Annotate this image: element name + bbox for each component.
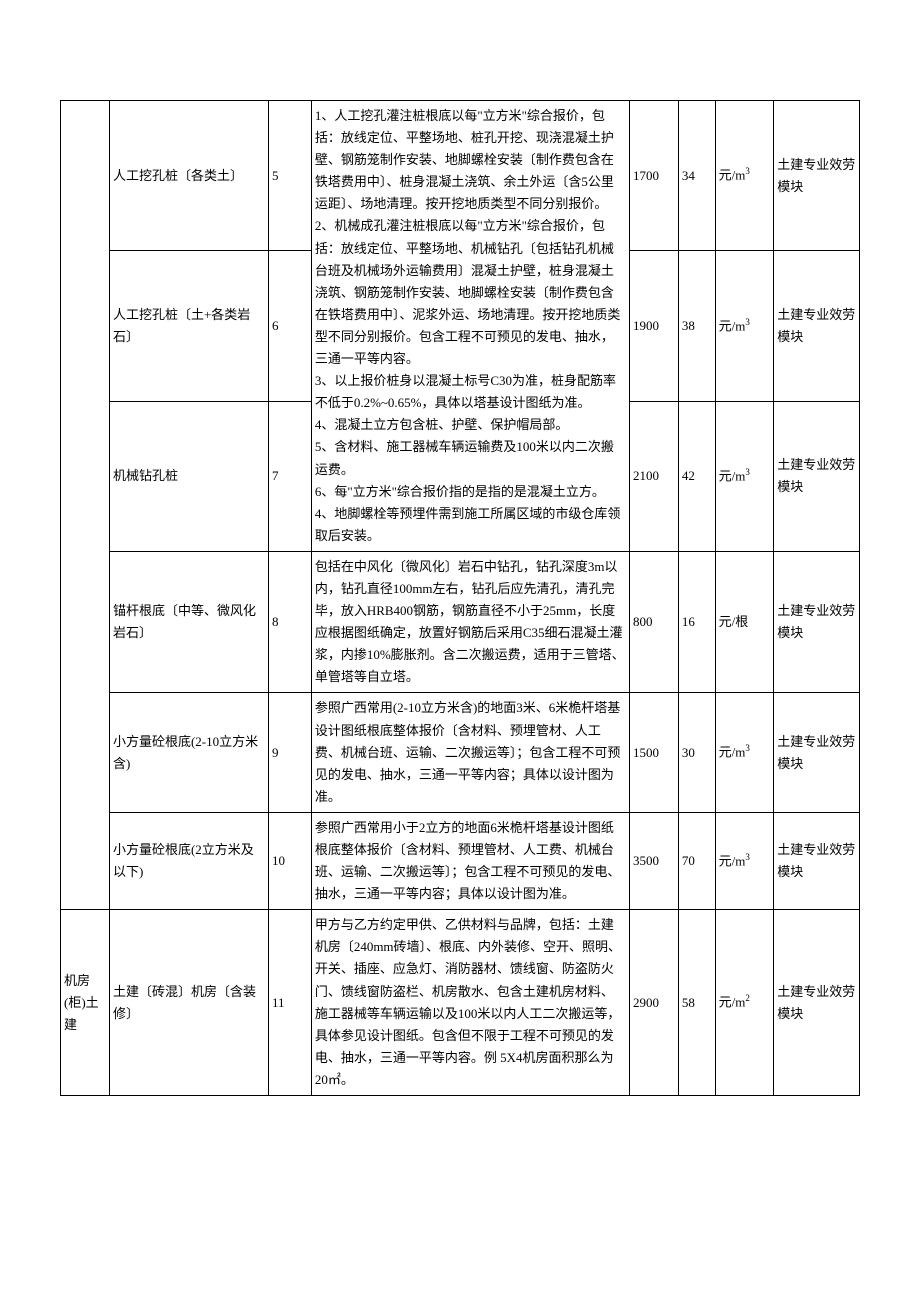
item-name: 小方量砼根底(2立方米及以下) <box>109 812 268 909</box>
price-2: 38 <box>678 251 715 401</box>
item-name: 人工挖孔桩〔土+各类岩石〕 <box>109 251 268 401</box>
item-name: 小方量砼根底(2-10立方米含) <box>109 693 268 812</box>
table-row: 锚杆根底〔中等、微风化岩石〕 8 包括在中风化〔微风化〕岩石中钻孔，钻孔深度3m… <box>61 551 860 693</box>
category-cell: 机房(柜)土建 <box>61 910 110 1096</box>
construction-pricing-table: 人工挖孔桩〔各类土〕 5 1、人工挖孔灌注桩根底以每"立方米"综合报价，包括：放… <box>60 100 860 1096</box>
item-description: 甲方与乙方约定甲供、乙供材料与品牌，包括：土建机房〔240mm砖墙〕、根底、内外… <box>311 910 629 1096</box>
item-name: 锚杆根底〔中等、微风化岩石〕 <box>109 551 268 693</box>
table-row: 人工挖孔桩〔各类土〕 5 1、人工挖孔灌注桩根底以每"立方米"综合报价，包括：放… <box>61 101 860 251</box>
price-1: 2100 <box>629 401 678 551</box>
module: 土建专业效劳模块 <box>774 812 860 909</box>
item-name: 土建〔砖混〕机房〔含装修〕 <box>109 910 268 1096</box>
price-2: 34 <box>678 101 715 251</box>
price-1: 1900 <box>629 251 678 401</box>
price-2: 58 <box>678 910 715 1096</box>
item-name: 人工挖孔桩〔各类土〕 <box>109 101 268 251</box>
table-row: 小方量砼根底(2-10立方米含) 9 参照广西常用(2-10立方米含)的地面3米… <box>61 693 860 812</box>
item-description: 1、人工挖孔灌注桩根底以每"立方米"综合报价，包括：放线定位、平整场地、桩孔开挖… <box>311 101 629 552</box>
table-row: 机房(柜)土建 土建〔砖混〕机房〔含装修〕 11 甲方与乙方约定甲供、乙供材料与… <box>61 910 860 1096</box>
item-number: 5 <box>269 101 312 251</box>
unit: 元/根 <box>715 551 774 693</box>
price-1: 800 <box>629 551 678 693</box>
unit: 元/m3 <box>715 693 774 812</box>
item-description: 包括在中风化〔微风化〕岩石中钻孔，钻孔深度3m以内，钻孔直径100mm左右，钻孔… <box>311 551 629 693</box>
module: 土建专业效劳模块 <box>774 251 860 401</box>
module: 土建专业效劳模块 <box>774 910 860 1096</box>
unit: 元/m3 <box>715 401 774 551</box>
item-number: 9 <box>269 693 312 812</box>
price-1: 2900 <box>629 910 678 1096</box>
module: 土建专业效劳模块 <box>774 401 860 551</box>
item-name: 机械钻孔桩 <box>109 401 268 551</box>
price-1: 3500 <box>629 812 678 909</box>
module: 土建专业效劳模块 <box>774 693 860 812</box>
item-number: 7 <box>269 401 312 551</box>
category-cell <box>61 101 110 910</box>
item-number: 8 <box>269 551 312 693</box>
price-2: 70 <box>678 812 715 909</box>
unit: 元/m3 <box>715 812 774 909</box>
price-1: 1700 <box>629 101 678 251</box>
unit: 元/m3 <box>715 251 774 401</box>
price-1: 1500 <box>629 693 678 812</box>
item-number: 11 <box>269 910 312 1096</box>
unit: 元/m2 <box>715 910 774 1096</box>
item-number: 10 <box>269 812 312 909</box>
item-description: 参照广西常用(2-10立方米含)的地面3米、6米桅杆塔基设计图纸根底整体报价〔含… <box>311 693 629 812</box>
unit: 元/m3 <box>715 101 774 251</box>
table-row: 小方量砼根底(2立方米及以下) 10 参照广西常用小于2立方的地面6米桅杆塔基设… <box>61 812 860 909</box>
module: 土建专业效劳模块 <box>774 551 860 693</box>
price-2: 16 <box>678 551 715 693</box>
price-2: 30 <box>678 693 715 812</box>
module: 土建专业效劳模块 <box>774 101 860 251</box>
item-description: 参照广西常用小于2立方的地面6米桅杆塔基设计图纸根底整体报价〔含材料、预埋管材、… <box>311 812 629 909</box>
item-number: 6 <box>269 251 312 401</box>
price-2: 42 <box>678 401 715 551</box>
